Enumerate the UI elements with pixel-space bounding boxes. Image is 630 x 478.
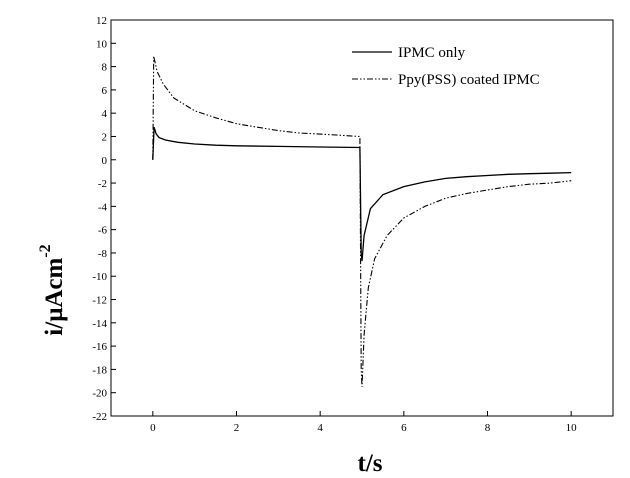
- y-tick-label: 12: [96, 15, 107, 27]
- x-axis-title: t/s: [358, 450, 383, 477]
- plot-frame: [110, 19, 614, 417]
- y-tick-label: -10: [92, 271, 107, 283]
- y-tick-label: -16: [92, 341, 107, 353]
- y-tick-label: -22: [92, 411, 107, 423]
- x-tick-label: 6: [401, 422, 407, 434]
- series-line-ppy-coated: [152, 55, 572, 387]
- x-tick-label: 2: [234, 422, 240, 434]
- series-lines: [152, 55, 572, 387]
- y-tick-label: -4: [98, 201, 108, 213]
- y-tick-label: -20: [92, 388, 107, 400]
- y-tick-label: -14: [92, 318, 107, 330]
- x-axis: 0 2 4 6 8 10: [150, 411, 577, 434]
- x-tick-label: 0: [150, 422, 156, 434]
- y-tick-label: 0: [102, 155, 108, 167]
- y-tick-label: 6: [102, 85, 108, 97]
- y-tick-label: -8: [98, 248, 108, 260]
- svg-text:i/μAcm-2: i/μAcm-2: [37, 244, 68, 335]
- x-tick-label: 10: [566, 422, 578, 434]
- y-axis: 12 10 8 6 4 2 0 -2 -4 -6 -8 -10 -12 -14 -16 -18 -20 -22: [92, 15, 116, 423]
- x-tick-label: 4: [317, 422, 323, 434]
- y-tick-label: 8: [102, 62, 108, 74]
- y-axis-title-exponent: -2: [37, 244, 54, 257]
- legend-label-ipmc-only: IPMC only: [398, 45, 466, 61]
- x-tick-label: 8: [485, 422, 491, 434]
- y-axis-title-main: i/μAcm: [41, 257, 68, 335]
- y-tick-label: -18: [92, 364, 107, 376]
- y-tick-label: 10: [96, 38, 108, 50]
- y-axis-title: i/μAcm-2: [37, 244, 68, 335]
- y-tick-label: -12: [92, 295, 107, 307]
- y-tick-label: 2: [102, 131, 108, 143]
- y-tick-label: -2: [98, 178, 107, 190]
- y-tick-label: 4: [102, 108, 108, 120]
- y-tick-label: -6: [98, 225, 108, 237]
- plot-area-border: [110, 19, 614, 417]
- legend: IPMC only Ppy(PSS) coated IPMC: [352, 45, 540, 88]
- legend-label-ppy-coated: Ppy(PSS) coated IPMC: [398, 72, 540, 88]
- series-line-ipmc-only: [152, 127, 572, 262]
